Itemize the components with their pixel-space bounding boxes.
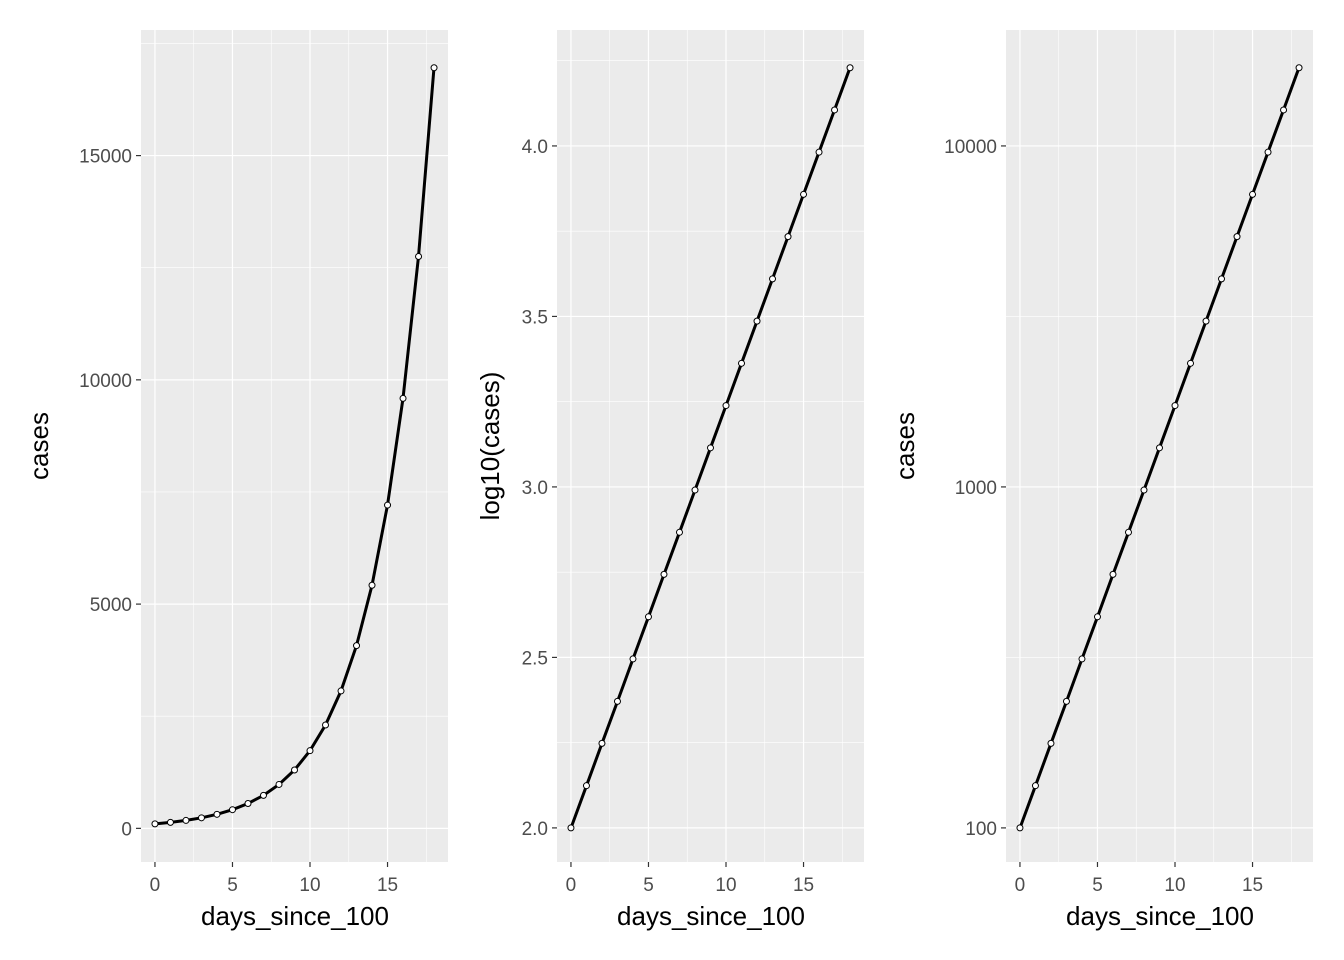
panel1-data-point	[151, 820, 159, 828]
panel3-data-point	[1031, 782, 1039, 790]
panel3-data-point	[1062, 697, 1070, 705]
panel1-data-point	[384, 501, 392, 509]
panel3-data-point	[1078, 655, 1086, 663]
panel2-data-point	[629, 655, 637, 663]
panel2-ytick-label: 2.0	[522, 819, 548, 840]
panel2-data-point	[707, 444, 714, 452]
panel3-data-point	[1093, 613, 1101, 621]
panel2-ytick-label: 3.0	[522, 478, 548, 499]
panel3-ytick-label: 10000	[944, 137, 997, 158]
panel1-ytick-label: 5000	[90, 595, 132, 616]
panel2-data-point	[753, 317, 761, 325]
panel2-data-point	[815, 148, 823, 156]
panel1-data-point	[228, 806, 236, 814]
panel1-xtick-label: 0	[150, 875, 161, 896]
panel2-data-point	[644, 613, 652, 621]
panel1-background	[141, 30, 448, 862]
panel1-ytick-label: 15000	[79, 147, 132, 168]
panel3-ytick-label: 1000	[955, 478, 997, 499]
panel1-data-point	[306, 747, 314, 755]
panel3-data-point	[1016, 824, 1024, 832]
panel3-xtick-label: 0	[1015, 875, 1026, 896]
panel2-data-point	[769, 275, 777, 283]
panel3-data-point	[1140, 486, 1148, 494]
panel2-data-point	[738, 359, 746, 367]
panel3-data-point	[1156, 444, 1163, 452]
panel2-ylabel: log10(cases)	[475, 372, 505, 521]
panel2-ytick-label: 3.5	[522, 307, 548, 328]
panel3-data-point	[1047, 739, 1055, 747]
panel1-data-point	[337, 687, 345, 695]
panel3-data-point	[1124, 528, 1132, 536]
panel2-xtick-label: 10	[715, 875, 736, 896]
panel2-xtick-label: 15	[793, 875, 814, 896]
panel2-data-point	[613, 697, 621, 705]
panel3-data-point	[1249, 190, 1257, 198]
panel1-data-point	[368, 581, 376, 589]
panel3-xtick-label: 15	[1242, 875, 1263, 896]
panel2-data-point	[831, 106, 839, 114]
panel3-data-point	[1109, 570, 1117, 578]
panel1-data-point	[259, 791, 267, 799]
panel3-data-point	[1280, 106, 1288, 114]
panel3-data-point	[1171, 402, 1179, 410]
panel1-data-point	[430, 64, 438, 72]
panel2-data-point	[660, 570, 668, 578]
panel1-data-point	[166, 818, 174, 826]
panel1-data-point	[291, 766, 298, 774]
panel2-xtick-label: 5	[643, 875, 654, 896]
panel1-data-point	[182, 816, 190, 824]
panel1-data-point	[197, 814, 205, 822]
panel2-data-point	[722, 402, 730, 410]
panel2-data-point	[598, 739, 606, 747]
panel1-data-point	[322, 721, 330, 729]
panel1-xtick-label: 15	[377, 875, 398, 896]
panel2-xtick-label: 0	[566, 875, 577, 896]
panel2-data-point	[675, 528, 683, 536]
panel3-data-point	[1187, 359, 1195, 367]
panel2-data-point	[582, 782, 590, 790]
panel2-data-point	[846, 64, 854, 72]
panel1-ytick-label: 0	[121, 819, 132, 840]
panel3-data-point	[1264, 148, 1272, 156]
panel3-ytick-label: 100	[965, 819, 997, 840]
panel2-data-point	[784, 233, 792, 241]
panel1-xtick-label: 5	[227, 875, 238, 896]
panel3-data-point	[1295, 64, 1303, 72]
panel2-data-point	[567, 824, 575, 832]
panel1-data-point	[415, 253, 423, 261]
panel1-xlabel: days_since_100	[201, 901, 389, 931]
panel2-data-point	[800, 190, 808, 198]
panel1-data-point	[213, 810, 221, 818]
panel1-ylabel: cases	[24, 412, 54, 480]
panel1-data-point	[275, 780, 283, 788]
panel2-xlabel: days_since_100	[617, 901, 805, 931]
panel3-xlabel: days_since_100	[1066, 901, 1254, 931]
panel1-data-point	[353, 642, 361, 650]
panel2-data-point	[691, 486, 699, 494]
panel3-ylabel: cases	[890, 412, 920, 480]
panel3-xtick-label: 5	[1092, 875, 1103, 896]
panel3-data-point	[1233, 233, 1241, 241]
panel3-data-point	[1218, 275, 1226, 283]
panel3-data-point	[1202, 317, 1210, 325]
panel1-ytick-label: 10000	[79, 371, 132, 392]
panel3-xtick-label: 10	[1164, 875, 1185, 896]
panel2-ytick-label: 2.5	[522, 648, 548, 669]
panel2-ytick-label: 4.0	[522, 137, 548, 158]
panel1-data-point	[244, 800, 252, 808]
panel1-xtick-label: 10	[299, 875, 320, 896]
panel1-data-point	[399, 394, 407, 402]
